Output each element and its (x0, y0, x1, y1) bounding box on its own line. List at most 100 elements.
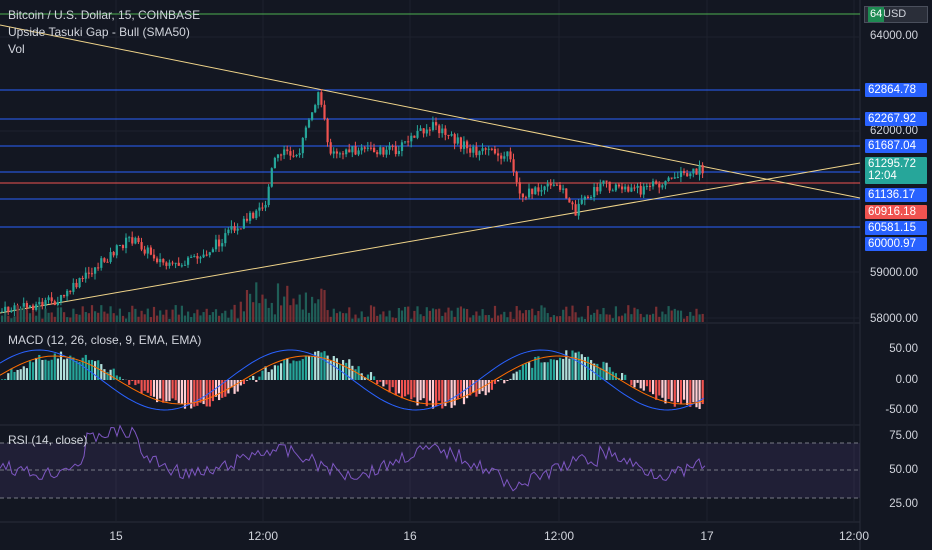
macd-histogram-bar (66, 358, 69, 380)
volume-bar (121, 315, 125, 322)
macd-histogram-bar (357, 366, 360, 380)
volume-bar (534, 315, 537, 322)
macd-axis-label: 0.00 (895, 374, 918, 386)
volume-bar (249, 293, 252, 322)
candle-body (481, 148, 484, 152)
macd-histogram-bar (292, 360, 295, 380)
macd-histogram-bar (103, 369, 106, 380)
candle-body (664, 180, 667, 186)
volume-bar (50, 312, 53, 322)
candle-body (679, 171, 683, 177)
candle-body (636, 185, 639, 188)
candle-body (608, 181, 611, 191)
macd-histogram-bar (32, 362, 35, 380)
study-legend[interactable]: Upside Tasuki Gap - Bull (SMA50) (8, 25, 190, 39)
rsi-legend[interactable]: RSI (14, close) (8, 433, 88, 447)
candle-body (366, 147, 369, 149)
volume-bar (444, 312, 447, 322)
macd-histogram-bar (187, 380, 190, 405)
macd-histogram-bar (59, 351, 63, 380)
macd-histogram-bar (218, 380, 221, 401)
candle-body (221, 243, 224, 247)
candle-body (289, 151, 292, 156)
volume-bar (348, 307, 351, 322)
macd-histogram-bar (438, 380, 441, 401)
volume-bar (593, 312, 596, 322)
volume-bar (599, 314, 602, 322)
volume-bar (379, 314, 382, 322)
candle-body (605, 180, 608, 182)
volume-bar (605, 314, 608, 322)
volume-bar (676, 310, 679, 322)
candle-body (478, 151, 481, 156)
macd-histogram-bar (137, 380, 140, 384)
volume-bar (515, 306, 518, 322)
candle-body (304, 127, 307, 138)
macd-histogram-bar (493, 380, 497, 384)
macd-legend[interactable]: MACD (12, 26, close, 9, EMA, EMA) (8, 333, 202, 347)
candle-body (385, 149, 388, 155)
macd-histogram-bar (484, 380, 487, 396)
macd-histogram-bar (345, 362, 348, 380)
volume-bar (4, 313, 7, 322)
volume-bar (94, 311, 97, 322)
candle-body (379, 147, 382, 155)
last-price-value: 61295.72 (868, 158, 916, 170)
price-axis-label: 59000.00 (870, 267, 918, 279)
candle-body (546, 183, 549, 187)
volume-bar (335, 313, 338, 322)
candle-body (624, 186, 627, 190)
candle-body (131, 237, 134, 244)
currency-tag[interactable]: 64 USD (864, 6, 928, 23)
macd-histogram-bar (270, 369, 273, 380)
macd-histogram-bar (121, 379, 125, 380)
volume-bar (180, 305, 183, 322)
macd-histogram-bar (128, 380, 131, 385)
volume-bar (382, 311, 385, 322)
candle-body (450, 134, 453, 136)
volume-bar (614, 306, 617, 322)
candle-body (227, 229, 230, 234)
candle-body (258, 207, 261, 211)
macd-histogram-bar (50, 359, 53, 380)
volume-bar (115, 315, 118, 322)
candle-body (236, 228, 239, 231)
macd-histogram-bar (683, 380, 686, 400)
candle-body (645, 185, 648, 187)
candle-body (162, 259, 165, 263)
volume-bar (351, 318, 354, 322)
candle-body (320, 92, 323, 105)
volume-legend[interactable]: Vol (8, 42, 25, 56)
volume-bar (345, 313, 348, 322)
volume-bar (199, 315, 202, 322)
volume-bar (661, 311, 664, 322)
volume-bar (218, 315, 221, 322)
macd-histogram-bar (10, 368, 13, 380)
macd-histogram-bar (245, 380, 249, 381)
macd-histogram-bar (639, 380, 642, 389)
macd-histogram-bar (416, 380, 419, 406)
macd-histogram-bar (338, 364, 342, 380)
candle-body (583, 196, 586, 200)
macd-histogram-bar (304, 355, 307, 380)
volume-bar (583, 318, 586, 322)
macd-histogram-bar (599, 367, 602, 380)
volume-bar (416, 306, 419, 322)
volume-bar (224, 310, 227, 322)
symbol-legend[interactable]: Bitcoin / U.S. Dollar, 15, COINBASE (8, 8, 201, 22)
candle-body (658, 183, 661, 188)
macd-histogram-bar (506, 380, 509, 382)
macd-histogram-bar (298, 360, 301, 380)
volume-bar (602, 307, 605, 322)
candle-body (413, 135, 416, 138)
candle-body (218, 239, 221, 247)
candle-body (469, 148, 472, 153)
volume-bar (679, 310, 683, 322)
candle-body (143, 249, 146, 254)
volume-bar (13, 316, 16, 322)
volume-bar (323, 290, 326, 322)
macd-histogram-bar (664, 380, 667, 404)
candle-body (500, 155, 503, 159)
